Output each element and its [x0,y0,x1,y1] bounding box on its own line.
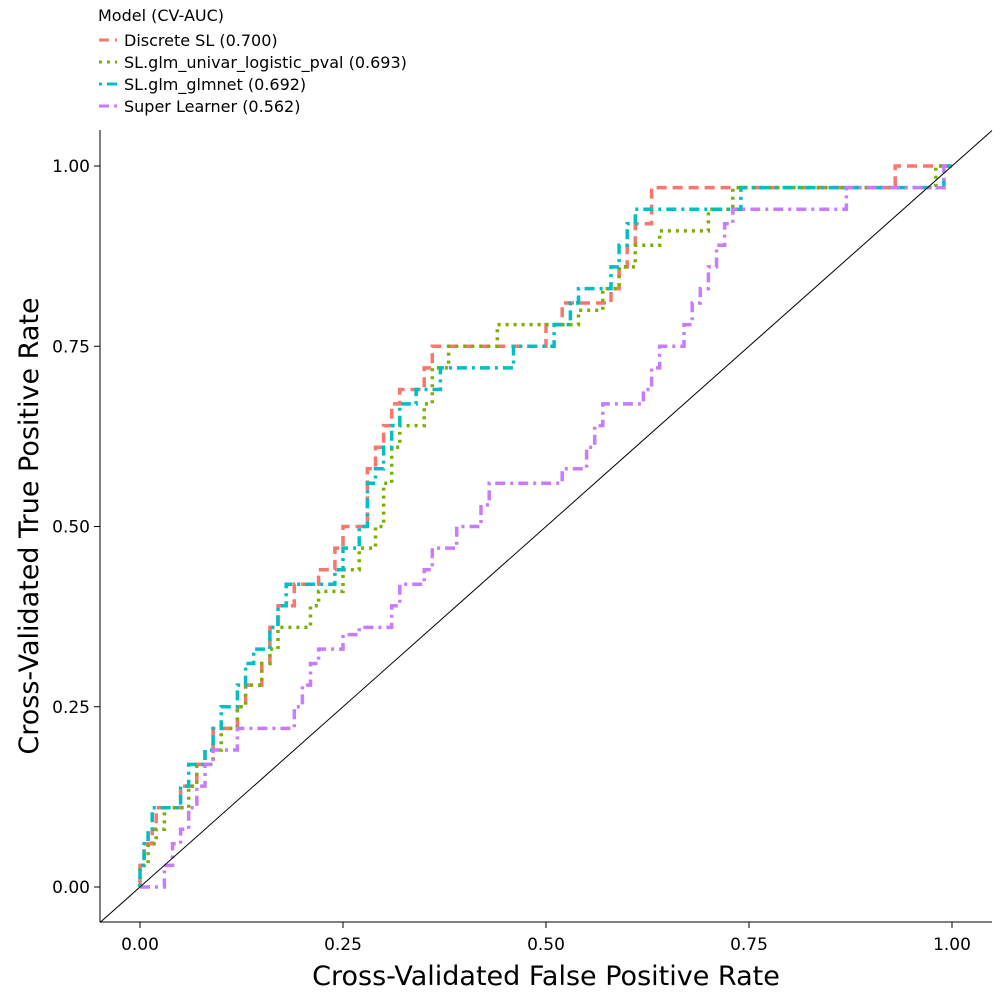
x-tick-label: 0.00 [121,935,159,955]
legend-item-glm-glmnet: SL.glm_glmnet (0.692) [98,73,407,95]
y-axis-title: Cross-Validated True Positive Rate [14,297,45,754]
legend-item-super-learner: Super Learner (0.562) [98,95,407,117]
legend-key-discrete-sl [99,38,117,42]
x-tick-label: 0.75 [730,935,768,955]
legend-label-glm-univar: SL.glm_univar_logistic_pval (0.693) [124,52,407,72]
y-tick-label: 0.75 [52,337,90,357]
y-tick-label: 0.25 [52,698,90,718]
legend-key-glm-glmnet [99,82,117,86]
x-tick-label: 1.00 [933,935,971,955]
legend-label-glm-glmnet: SL.glm_glmnet (0.692) [124,74,307,94]
legend-label-discrete-sl: Discrete SL (0.700) [124,30,278,50]
y-tick-label: 1.00 [52,157,90,177]
x-axis-title: Cross-Validated False Positive Rate [312,961,780,992]
y-axis-ticks: 0.00 0.25 0.50 0.75 1.00 [52,157,100,898]
legend-key-super-learner [99,104,117,108]
plot-area [138,164,952,889]
x-axis-ticks: 0.00 0.25 0.50 0.75 1.00 [121,922,971,955]
reference-diagonal-line [99,130,993,923]
x-tick-label: 0.25 [324,935,362,955]
legend-title: Model (CV-AUC) [98,6,225,25]
legend-label-super-learner: Super Learner (0.562) [124,96,301,116]
x-tick-label: 0.50 [527,935,565,955]
legend-item-discrete-sl: Discrete SL (0.700) [98,29,407,51]
legend: Model (CV-AUC) Discrete SL (0.700) SL.gl… [98,6,407,117]
legend-key-glm-univar [99,60,117,64]
y-tick-label: 0.00 [52,878,90,898]
legend-item-glm-univar: SL.glm_univar_logistic_pval (0.693) [98,51,407,73]
roc-line-super-learner [140,164,952,889]
y-tick-label: 0.50 [52,518,90,538]
